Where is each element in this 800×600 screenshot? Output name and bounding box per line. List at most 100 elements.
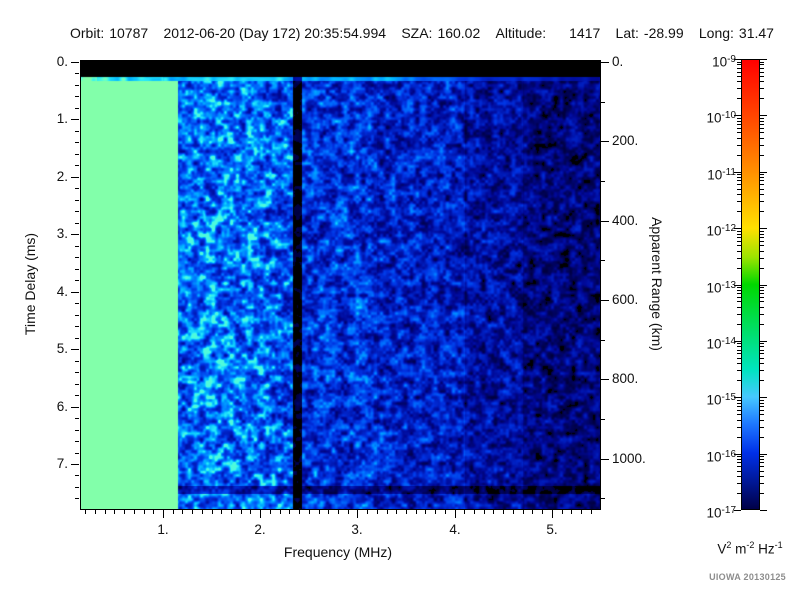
x-axis-tick-label: 4. bbox=[449, 522, 461, 537]
y-left-minor-tick bbox=[75, 315, 79, 316]
colorbar-minor-tick bbox=[760, 483, 764, 484]
colorbar-major-tick bbox=[760, 285, 767, 286]
y-right-major-tick bbox=[601, 379, 609, 380]
colorbar-major-tick bbox=[760, 454, 767, 455]
colorbar-minor-tick bbox=[737, 437, 741, 438]
x-axis-minor-tick bbox=[270, 510, 271, 514]
colorbar-minor-tick bbox=[737, 307, 741, 308]
colorbar-minor-tick bbox=[737, 380, 741, 381]
colorbar-minor-tick bbox=[737, 483, 741, 484]
colorbar-unit-label: V2 m-2 Hz-1 bbox=[717, 540, 783, 557]
colorbar-minor-tick bbox=[737, 231, 741, 232]
y-left-tick-label: 6. bbox=[56, 399, 68, 414]
colorbar-major-tick bbox=[734, 510, 741, 511]
colorbar-minor-tick bbox=[737, 251, 741, 252]
x-axis-title: Frequency (MHz) bbox=[283, 544, 393, 560]
x-axis-minor-tick bbox=[299, 510, 300, 514]
colorbar-minor-tick bbox=[737, 462, 741, 463]
x-axis-minor-tick bbox=[192, 510, 193, 514]
colorbar bbox=[741, 59, 760, 510]
y-left-major-tick bbox=[71, 234, 79, 235]
colorbar-minor-tick bbox=[760, 456, 764, 457]
colorbar-minor-tick bbox=[737, 353, 741, 354]
colorbar-minor-tick bbox=[760, 420, 764, 421]
x-axis-major-tick bbox=[163, 510, 164, 518]
colorbar-minor-tick bbox=[760, 353, 764, 354]
colorbar-minor-tick bbox=[760, 174, 764, 175]
y-left-minor-tick bbox=[75, 326, 79, 327]
colorbar-minor-tick bbox=[760, 72, 764, 73]
colorbar-minor-tick bbox=[760, 466, 764, 467]
colorbar-minor-tick bbox=[760, 297, 764, 298]
colorbar-minor-tick bbox=[737, 174, 741, 175]
colorbar-minor-tick bbox=[737, 358, 741, 359]
colorbar-minor-tick bbox=[737, 64, 741, 65]
y-left-minor-tick bbox=[75, 453, 79, 454]
header-readout: Orbit: 10787 2012-06-20 (Day 172) 20:35:5… bbox=[70, 25, 774, 41]
x-axis-minor-tick bbox=[85, 510, 86, 514]
colorbar-minor-tick bbox=[737, 258, 741, 259]
colorbar-minor-tick bbox=[760, 427, 764, 428]
colorbar-minor-tick bbox=[760, 76, 764, 77]
x-axis-minor-tick bbox=[387, 510, 388, 514]
colorbar-minor-tick bbox=[737, 301, 741, 302]
colorbar-minor-tick bbox=[760, 194, 764, 195]
colorbar-major-tick bbox=[734, 341, 741, 342]
colorbar-minor-tick bbox=[760, 471, 764, 472]
x-axis-minor-tick bbox=[114, 510, 115, 514]
colorbar-minor-tick bbox=[737, 81, 741, 82]
x-axis-minor-tick bbox=[134, 510, 135, 514]
colorbar-minor-tick bbox=[760, 459, 764, 460]
y-left-major-tick bbox=[71, 349, 79, 350]
colorbar-minor-tick bbox=[760, 307, 764, 308]
y-left-minor-tick bbox=[75, 131, 79, 132]
colorbar-minor-tick bbox=[737, 406, 741, 407]
x-axis-minor-tick bbox=[182, 510, 183, 514]
y-right-minor-tick bbox=[601, 419, 605, 420]
x-axis-minor-tick bbox=[250, 510, 251, 514]
colorbar-minor-tick bbox=[760, 380, 764, 381]
x-axis-minor-tick bbox=[484, 510, 485, 514]
colorbar-tick-label: 10-11 bbox=[707, 167, 736, 183]
colorbar-minor-tick bbox=[760, 403, 764, 404]
header-long: Long: 31.47 bbox=[698, 25, 774, 41]
y-left-minor-tick bbox=[75, 108, 79, 109]
colorbar-major-tick bbox=[760, 341, 767, 342]
colorbar-minor-tick bbox=[737, 62, 741, 63]
x-axis-major-tick bbox=[552, 510, 553, 518]
x-axis-tick-label: 5. bbox=[546, 522, 558, 537]
y-right-major-tick bbox=[601, 459, 609, 460]
colorbar-minor-tick bbox=[760, 184, 764, 185]
colorbar-minor-tick bbox=[760, 124, 764, 125]
x-axis-minor-tick bbox=[591, 510, 592, 514]
x-axis-tick-label: 2. bbox=[254, 522, 266, 537]
colorbar-minor-tick bbox=[737, 121, 741, 122]
colorbar-minor-tick bbox=[737, 343, 741, 344]
colorbar-minor-tick bbox=[737, 68, 741, 69]
x-axis-minor-tick bbox=[231, 510, 232, 514]
header-lat: Lat: -28.99 bbox=[615, 25, 684, 41]
colorbar-minor-tick bbox=[737, 177, 741, 178]
colorbar-minor-tick bbox=[760, 180, 764, 181]
y-left-minor-tick bbox=[75, 188, 79, 189]
y-left-tick-label: 7. bbox=[56, 456, 68, 471]
colorbar-minor-tick bbox=[737, 132, 741, 133]
colorbar-tick-label: 10-9 bbox=[712, 54, 736, 70]
x-axis-minor-tick bbox=[328, 510, 329, 514]
colorbar-minor-tick bbox=[760, 62, 764, 63]
colorbar-minor-tick bbox=[737, 420, 741, 421]
y-left-minor-tick bbox=[75, 384, 79, 385]
colorbar-tick-label: 10-15 bbox=[706, 392, 736, 408]
colorbar-minor-tick bbox=[737, 211, 741, 212]
x-axis-minor-tick bbox=[542, 510, 543, 514]
y-right-minor-tick bbox=[601, 260, 605, 261]
x-axis-minor-tick bbox=[221, 510, 222, 514]
x-axis-minor-tick bbox=[367, 510, 368, 514]
credit-text: UIOWA 20130125 bbox=[709, 572, 786, 582]
colorbar-minor-tick bbox=[737, 400, 741, 401]
x-axis-minor-tick bbox=[416, 510, 417, 514]
colorbar-major-tick bbox=[734, 285, 741, 286]
y-left-major-tick bbox=[71, 62, 79, 63]
colorbar-major-tick bbox=[760, 397, 767, 398]
